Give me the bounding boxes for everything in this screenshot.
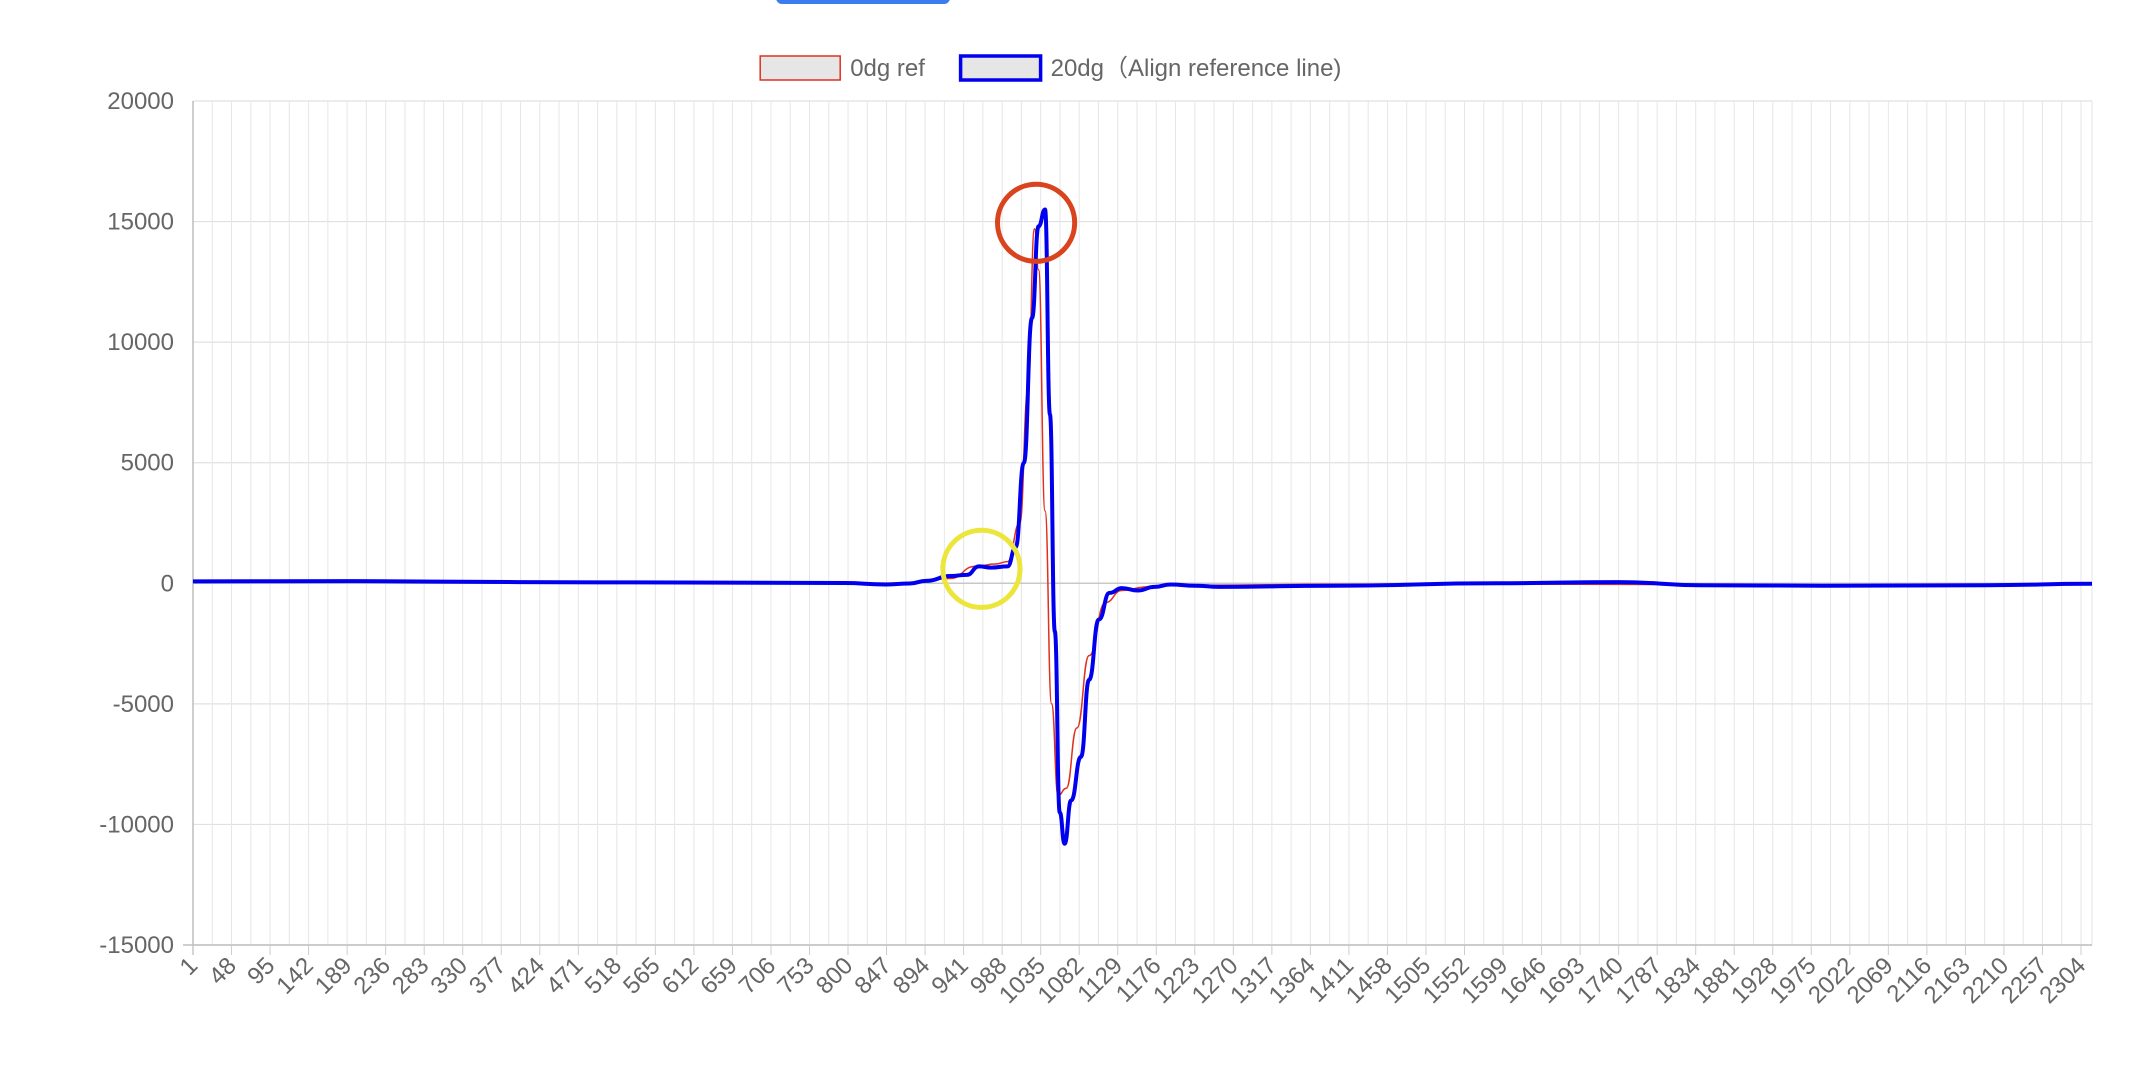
y-tick-label: 5000 (121, 450, 174, 477)
x-tick-label: 283 (387, 952, 434, 999)
x-tick-label: 377 (464, 952, 511, 999)
x-tick-label: 471 (541, 952, 588, 999)
x-tick-label: 612 (657, 952, 704, 999)
x-tick-label: 1 (175, 952, 204, 981)
legend-label-1[interactable]: 0dg ref (850, 55, 925, 82)
top-button[interactable] (776, 0, 950, 4)
legend-swatch-1[interactable] (759, 55, 841, 81)
x-tick-label: 48 (204, 952, 242, 990)
series-line-2 (192, 207, 2093, 846)
x-tick-label: 800 (811, 952, 858, 999)
x-axis-ticks: 1 48 9514218923628333037742447151856561265… (175, 945, 2091, 1009)
x-tick-label: 659 (695, 952, 742, 999)
x-tick-label: 894 (888, 952, 935, 999)
y-axis-ticks: 20000 15000 10000 5000 0 -5000 -10000 -15000 (99, 88, 174, 959)
annotation-circle-1 (995, 181, 1078, 264)
x-tick-label: 941 (926, 952, 973, 999)
series-lines (192, 207, 2093, 846)
x-tick-label: 753 (772, 952, 819, 999)
legend[interactable]: 0dg ref 20dg（Align reference line) (759, 54, 1342, 82)
y-tick-label: -5000 (113, 691, 174, 718)
series-line-1 (192, 228, 2093, 797)
grid (183, 100, 2093, 955)
legend-swatch-2[interactable] (958, 54, 1043, 82)
y-tick-label: 20000 (107, 88, 174, 115)
y-tick-label: 15000 (107, 209, 174, 236)
x-tick-label: 236 (348, 952, 395, 999)
x-tick-label: 142 (271, 952, 318, 999)
annotations (940, 181, 1078, 610)
y-tick-label: -10000 (99, 811, 174, 838)
x-tick-label: 330 (426, 952, 473, 999)
legend-label-2[interactable]: 20dg（Align reference line) (1051, 55, 1342, 82)
x-tick-label: 189 (310, 952, 357, 999)
x-tick-label: 706 (734, 952, 781, 999)
x-tick-label: 565 (618, 952, 665, 999)
x-tick-label: 424 (503, 952, 550, 999)
x-tick-label: 847 (849, 952, 896, 999)
y-tick-label: -15000 (99, 932, 174, 959)
y-tick-label: 10000 (107, 329, 174, 356)
x-tick-label: 2304 (2034, 952, 2091, 1009)
annotation-circle-2 (940, 527, 1023, 610)
x-tick-label: 518 (580, 952, 627, 999)
y-tick-label: 0 (161, 570, 174, 597)
